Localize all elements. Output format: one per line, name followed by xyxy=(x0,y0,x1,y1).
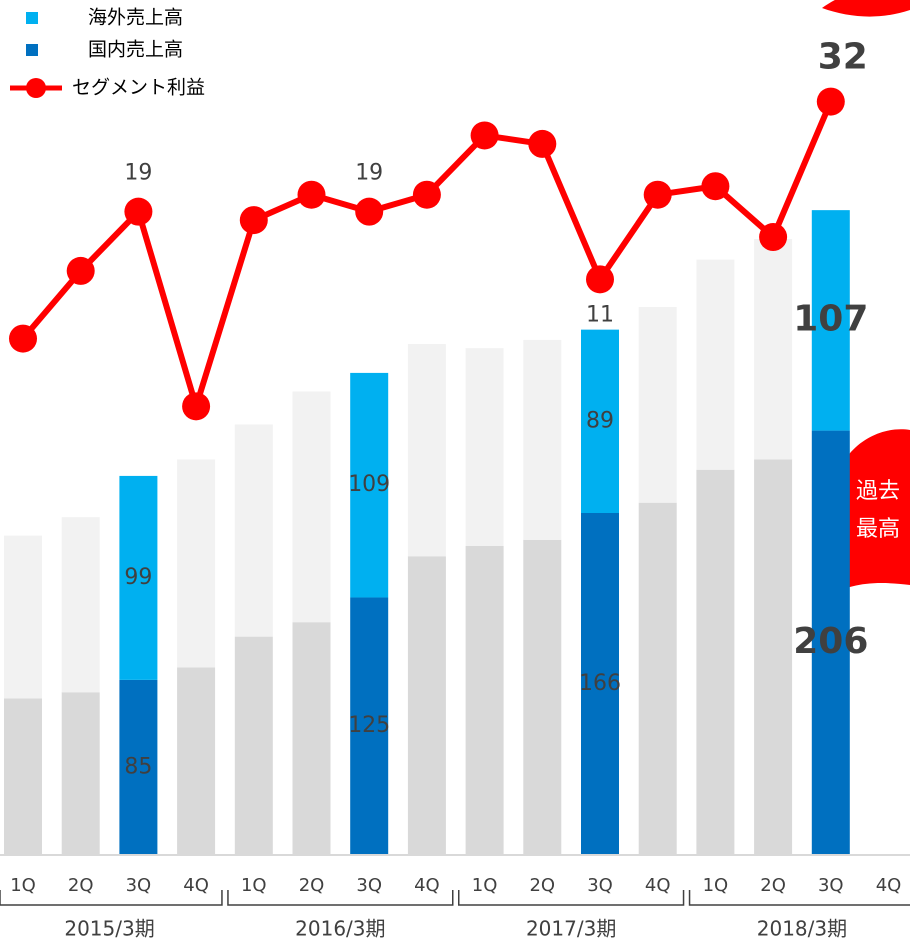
bar-segment xyxy=(350,597,389,855)
callout-bubble xyxy=(829,429,910,595)
legend-marker xyxy=(26,78,46,98)
x-tick-label: 4Q xyxy=(414,875,440,896)
profit-point xyxy=(124,197,153,226)
legend-label: セグメント利益 xyxy=(72,77,205,99)
bar-segment xyxy=(696,469,735,855)
bar-segment xyxy=(523,339,562,540)
x-tick-label: 2Q xyxy=(760,875,786,896)
value-label: 206 xyxy=(793,621,868,662)
bar-segment xyxy=(350,372,389,598)
value-label: 109 xyxy=(348,472,390,497)
bar-segment xyxy=(234,424,273,637)
bar-segment xyxy=(523,539,562,855)
bar-segment xyxy=(465,348,504,546)
x-tick-label: 4Q xyxy=(876,875,902,896)
legend-label: 国内売上高 xyxy=(88,39,183,61)
bar-segment xyxy=(581,513,619,855)
bar-segment xyxy=(292,622,331,855)
group-label: 2017/3期 xyxy=(526,917,616,941)
bar-segment xyxy=(119,679,158,855)
x-tick-label: 1Q xyxy=(241,875,267,896)
legend-label: 海外売上高 xyxy=(88,7,183,29)
bar-segment xyxy=(407,556,446,855)
profit-point xyxy=(66,256,95,285)
x-tick-label: 1Q xyxy=(703,875,729,896)
profit-point xyxy=(759,223,788,252)
value-label: 11 xyxy=(586,302,614,327)
bar-segment xyxy=(177,459,216,668)
x-tick-label: 4Q xyxy=(183,875,209,896)
profit-point xyxy=(9,324,37,353)
value-label: 107 xyxy=(793,298,868,339)
bar-segment xyxy=(811,210,850,431)
x-tick-label: 3Q xyxy=(126,875,152,896)
bar-segment xyxy=(407,344,446,557)
profit-point xyxy=(412,180,441,209)
bar-segment xyxy=(638,306,677,503)
group-label: 2018/3期 xyxy=(757,917,847,941)
group-bracket xyxy=(227,890,454,906)
value-label: 125 xyxy=(348,713,390,738)
value-label: 99 xyxy=(124,565,152,590)
group-bracket xyxy=(688,890,910,906)
bar-segment xyxy=(4,698,42,855)
profit-point xyxy=(586,265,614,294)
bars xyxy=(4,210,850,855)
bar-segment xyxy=(638,502,677,855)
profit-point xyxy=(297,180,326,209)
profit-point xyxy=(643,180,672,209)
profit-point xyxy=(701,172,730,201)
x-tick-label: 2Q xyxy=(68,875,94,896)
x-tick-label: 1Q xyxy=(472,875,498,896)
value-label: 32 xyxy=(818,37,868,78)
bar-segment xyxy=(754,459,793,855)
profit-point xyxy=(239,206,268,235)
bar-segment xyxy=(811,430,850,855)
x-tick-label: 3Q xyxy=(587,875,613,896)
profit-point xyxy=(182,392,211,421)
bar-segment xyxy=(754,238,793,460)
labels: 85 99 125 109 166 89 206 107 xyxy=(124,298,868,779)
x-tick-label: 3Q xyxy=(356,875,382,896)
bar-segment xyxy=(119,475,158,680)
group-label: 2015/3期 xyxy=(64,917,154,941)
bar-segment xyxy=(234,636,273,855)
group-bracket xyxy=(0,890,223,906)
bar-segment xyxy=(581,329,619,513)
x-tick-label: 4Q xyxy=(645,875,671,896)
profit-point xyxy=(470,121,499,150)
x-tick-label: 3Q xyxy=(818,875,844,896)
value-label: 85 xyxy=(124,754,152,779)
group-bracket xyxy=(458,890,685,906)
profit-point xyxy=(355,197,384,226)
profit-point xyxy=(816,87,845,116)
bar-segment xyxy=(177,667,216,855)
value-label: 166 xyxy=(579,671,621,696)
legend-swatch xyxy=(26,12,38,24)
bar-segment xyxy=(4,535,42,699)
x-tick-label: 1Q xyxy=(10,875,36,896)
x-tick-label: 2Q xyxy=(529,875,555,896)
bar-segment xyxy=(61,517,100,693)
value-label: 19 xyxy=(124,161,152,186)
profit-point xyxy=(528,129,557,158)
callout-bubble-top xyxy=(822,0,910,17)
value-label: 89 xyxy=(586,408,614,433)
bar-segment xyxy=(465,545,504,855)
x-tick-label: 2Q xyxy=(299,875,325,896)
callout-text: 最高 xyxy=(856,517,900,542)
callout-text: 過去 xyxy=(856,479,900,504)
bar-segment xyxy=(61,692,100,855)
value-label: 19 xyxy=(355,161,383,186)
bar-segment xyxy=(696,259,735,470)
legend-swatch xyxy=(26,44,38,56)
group-label: 2016/3期 xyxy=(295,917,385,941)
bar-segment xyxy=(292,391,331,623)
